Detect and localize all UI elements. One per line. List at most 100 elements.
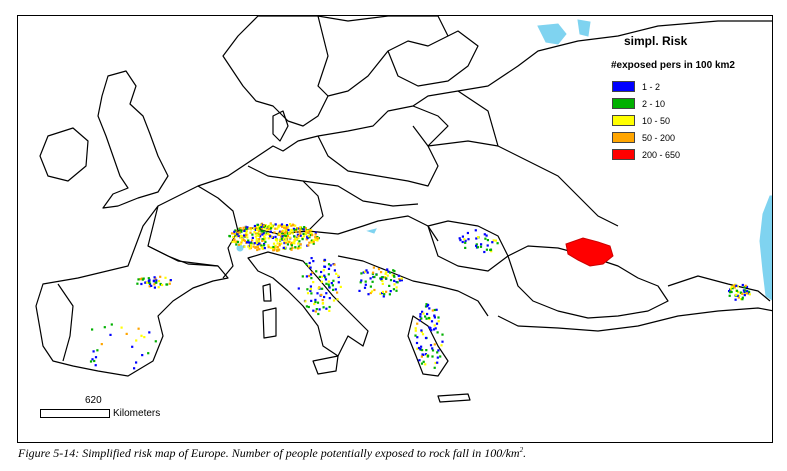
risk-dot xyxy=(262,230,265,233)
risk-dot xyxy=(241,235,244,238)
risk-dot xyxy=(314,231,317,234)
risk-dot xyxy=(308,265,311,268)
risk-dot xyxy=(148,331,151,334)
risk-dot xyxy=(144,281,147,284)
risk-dot xyxy=(392,269,395,272)
risk-dots xyxy=(89,222,751,370)
risk-dot xyxy=(305,262,308,266)
risk-dot xyxy=(323,274,326,277)
risk-dot xyxy=(416,347,419,350)
risk-dot xyxy=(309,288,312,291)
risk-dot xyxy=(398,278,401,281)
risk-dot xyxy=(419,315,422,318)
risk-dot xyxy=(735,284,738,287)
risk-dot xyxy=(244,227,248,231)
risk-dot xyxy=(437,320,440,323)
risk-dot xyxy=(425,349,428,352)
risk-dot xyxy=(310,257,313,260)
risk-dot xyxy=(312,242,315,245)
risk-dot xyxy=(290,244,293,247)
risk-dot xyxy=(258,242,261,245)
risk-dot xyxy=(294,230,298,233)
risk-dot xyxy=(265,232,268,235)
risk-dot xyxy=(256,223,259,226)
germany-border xyxy=(237,165,324,235)
risk-dot xyxy=(285,227,288,230)
risk-dot xyxy=(306,292,310,295)
risk-dot xyxy=(426,312,429,316)
risk-dot xyxy=(256,234,259,237)
risk-dot xyxy=(299,232,302,235)
risk-dot xyxy=(276,247,279,250)
risk-dot xyxy=(254,226,257,229)
great-britain xyxy=(97,70,169,209)
risk-dot xyxy=(309,285,312,288)
risk-dot xyxy=(321,299,324,302)
legend-swatch xyxy=(612,115,635,126)
risk-dot xyxy=(259,223,262,227)
risk-dot xyxy=(153,283,156,286)
risk-dot xyxy=(420,329,423,332)
risk-dot xyxy=(380,276,383,279)
risk-dot xyxy=(251,239,254,242)
legend-label: 2 - 10 xyxy=(642,98,666,109)
risk-dot xyxy=(316,292,319,295)
risk-dot xyxy=(306,230,309,233)
risk-dot xyxy=(320,270,323,274)
risk-dot xyxy=(287,229,290,232)
risk-dot xyxy=(140,334,143,337)
europe-map xyxy=(35,16,772,403)
risk-dot xyxy=(416,322,419,325)
risk-dot xyxy=(327,283,330,286)
risk-dot xyxy=(283,239,286,242)
risk-dot xyxy=(433,316,436,319)
risk-dot xyxy=(260,227,263,230)
risk-dot xyxy=(239,235,242,238)
risk-dot xyxy=(94,364,97,367)
risk-dot xyxy=(278,242,282,245)
risk-dot xyxy=(243,239,247,242)
risk-dot xyxy=(240,230,243,233)
risk-dot xyxy=(261,247,264,250)
risk-dot xyxy=(295,236,298,239)
risk-dot xyxy=(381,282,384,285)
risk-dot xyxy=(284,234,287,238)
scale-value: 620 xyxy=(85,395,102,406)
risk-dot xyxy=(303,226,306,229)
risk-dot xyxy=(496,242,499,245)
risk-dot xyxy=(281,235,284,238)
risk-dot xyxy=(304,300,307,303)
risk-dot xyxy=(315,270,318,273)
risk-dot xyxy=(269,230,272,233)
risk-dot xyxy=(367,293,370,296)
risk-dot xyxy=(320,275,324,278)
risk-dot xyxy=(154,340,157,343)
caption-superscript: 2 xyxy=(519,446,524,454)
risk-dot xyxy=(256,226,259,229)
legend-subtitle: #exposed pers in 100 km2 xyxy=(611,60,735,71)
risk-dot xyxy=(297,247,300,250)
risk-dot xyxy=(296,227,299,230)
risk-dot xyxy=(303,227,307,230)
risk-dot xyxy=(729,291,732,294)
lake-ladoga xyxy=(537,23,567,45)
risk-dot xyxy=(381,290,384,293)
risk-dot xyxy=(289,236,292,239)
risk-dot xyxy=(274,223,277,226)
risk-dot xyxy=(483,233,486,236)
risk-dot xyxy=(316,237,320,240)
risk-dot xyxy=(314,310,317,313)
risk-dot xyxy=(419,348,422,351)
risk-dot xyxy=(297,245,300,248)
risk-dot xyxy=(733,286,736,289)
romania xyxy=(427,220,509,272)
risk-dot xyxy=(745,285,749,288)
risk-dot xyxy=(235,243,238,246)
risk-dot xyxy=(485,248,488,251)
risk-dot xyxy=(365,269,368,272)
risk-dot xyxy=(436,361,439,364)
risk-dot xyxy=(166,283,169,286)
risk-dot xyxy=(418,359,421,362)
risk-dot xyxy=(328,297,331,300)
risk-dot xyxy=(243,245,246,248)
